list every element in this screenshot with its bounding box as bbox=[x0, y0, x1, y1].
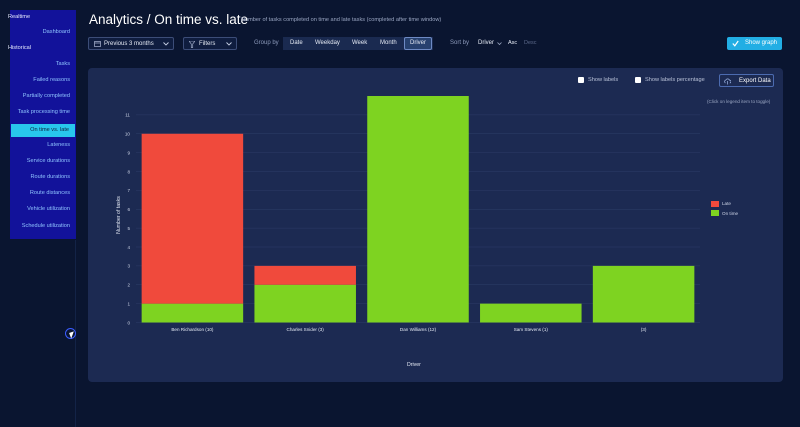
y-tick-label: 2 bbox=[127, 283, 130, 288]
y-tick-label: 3 bbox=[127, 264, 130, 269]
y-tick-label: 10 bbox=[125, 132, 131, 137]
sidebar-item-route-distances[interactable]: Route distances bbox=[29, 190, 70, 196]
bar-on-time[interactable] bbox=[367, 96, 469, 323]
page-subtitle: Number of tasks completed on time and la… bbox=[241, 17, 442, 23]
sidebar-collapse-toggle[interactable] bbox=[65, 328, 76, 339]
x-axis-label: Driver bbox=[407, 362, 421, 368]
x-tick-label: Charles Snider (3) bbox=[287, 327, 325, 332]
sidebar-item-on-time-vs-late[interactable]: On time vs. late bbox=[11, 124, 75, 137]
sort-by-select[interactable]: Driver bbox=[478, 40, 494, 46]
cloud-download-icon bbox=[724, 78, 731, 85]
y-tick-label: 5 bbox=[127, 226, 130, 231]
sidebar-item-route-durations[interactable]: Route durations bbox=[30, 174, 71, 180]
export-data-button[interactable]: Export Data bbox=[719, 74, 774, 87]
sort-by-label: Sort by bbox=[450, 40, 470, 46]
group-by-option-driver[interactable]: Driver bbox=[410, 40, 426, 46]
sidebar: On time vs. late Realtime Dashboard Histor… bbox=[0, 0, 76, 427]
y-tick-label: 9 bbox=[127, 150, 130, 155]
legend-label-late[interactable]: Late bbox=[722, 201, 731, 206]
checkmark-icon bbox=[732, 40, 739, 47]
show-graph-button[interactable]: Show graph bbox=[727, 37, 782, 50]
sidebar-item-lateness[interactable]: Lateness bbox=[47, 142, 70, 148]
x-tick-label: Sam Stevens (1) bbox=[514, 327, 549, 332]
show-labels-checkbox[interactable] bbox=[578, 77, 584, 83]
sidebar-section-realtime: Realtime bbox=[8, 14, 31, 20]
export-data-label: Export Data bbox=[739, 78, 771, 84]
bar-on-time[interactable] bbox=[480, 303, 582, 323]
x-tick-label: Dan Williams (12) bbox=[400, 327, 437, 332]
group-by-active-indicator bbox=[404, 37, 432, 50]
group-by-option-month[interactable]: Month bbox=[380, 40, 397, 46]
y-tick-label: 8 bbox=[127, 169, 130, 174]
sidebar-item-task-processing-time[interactable]: Task processing time bbox=[17, 109, 70, 115]
chevron-down-icon bbox=[226, 42, 232, 46]
sidebar-item-label: On time vs. late bbox=[30, 127, 69, 133]
date-range-label: Previous 3 months bbox=[104, 41, 154, 47]
page-title: Analytics / On time vs. late bbox=[89, 12, 249, 27]
x-tick-label: Ben Richardson (10) bbox=[171, 327, 214, 332]
sidebar-item-schedule-utilization[interactable]: Schedule utilization bbox=[21, 223, 70, 229]
legend-hint: (Click on legend item to toggle) bbox=[707, 99, 771, 104]
y-tick-label: 11 bbox=[125, 113, 130, 118]
chevron-down-icon bbox=[163, 42, 169, 46]
sidebar-item-partially-completed[interactable]: Partially completed bbox=[22, 93, 70, 99]
group-by-option-weekday[interactable]: Weekday bbox=[315, 40, 340, 46]
calendar-icon bbox=[94, 41, 101, 47]
group-by-segmented-control bbox=[283, 37, 433, 50]
show-labels-percentage-label: Show labels percentage bbox=[645, 77, 705, 83]
sidebar-item-failed-reasons[interactable]: Failed reasons bbox=[33, 77, 70, 83]
chevron-down-icon bbox=[497, 42, 502, 46]
group-by-label: Group by bbox=[254, 40, 279, 46]
filters-label: Filters bbox=[199, 41, 216, 47]
legend-label-on-time[interactable]: On time bbox=[722, 211, 739, 216]
sidebar-section-historical: Historical bbox=[8, 45, 32, 51]
y-tick-label: 7 bbox=[127, 188, 130, 193]
y-tick-label: 6 bbox=[127, 207, 130, 212]
group-by-option-date[interactable]: Date bbox=[290, 40, 303, 46]
sidebar-item-dashboard[interactable]: Dashboard bbox=[42, 29, 70, 35]
sidebar-item-tasks[interactable]: Tasks bbox=[55, 61, 70, 67]
legend-swatch-on-time[interactable] bbox=[711, 210, 719, 216]
date-range-select[interactable]: Previous 3 months bbox=[88, 37, 174, 50]
show-labels-percentage-checkbox[interactable] bbox=[635, 77, 641, 83]
sort-asc-button[interactable]: Asc bbox=[508, 40, 518, 46]
sort-desc-button[interactable]: Desc bbox=[524, 40, 537, 46]
sidebar-item-service-durations[interactable]: Service durations bbox=[26, 158, 70, 164]
bar-late[interactable] bbox=[141, 133, 244, 304]
show-labels-label: Show labels bbox=[588, 77, 619, 83]
group-by-option-week[interactable]: Week bbox=[352, 40, 368, 46]
y-tick-label: 4 bbox=[127, 245, 130, 250]
y-tick-label: 1 bbox=[127, 301, 130, 306]
filter-icon bbox=[189, 41, 195, 48]
filters-button[interactable]: Filters bbox=[183, 37, 237, 50]
x-tick-label: (3) bbox=[641, 327, 647, 332]
show-graph-label: Show graph bbox=[745, 40, 778, 46]
bar-late[interactable] bbox=[254, 265, 356, 285]
y-tick-label: 0 bbox=[127, 320, 130, 325]
bar-on-time[interactable] bbox=[141, 303, 244, 323]
bar-on-time[interactable] bbox=[254, 284, 356, 323]
sidebar-item-vehicle-utilization[interactable]: Vehicle utilization bbox=[27, 206, 70, 212]
legend-swatch-late[interactable] bbox=[711, 201, 719, 207]
bar-on-time[interactable] bbox=[592, 265, 695, 323]
